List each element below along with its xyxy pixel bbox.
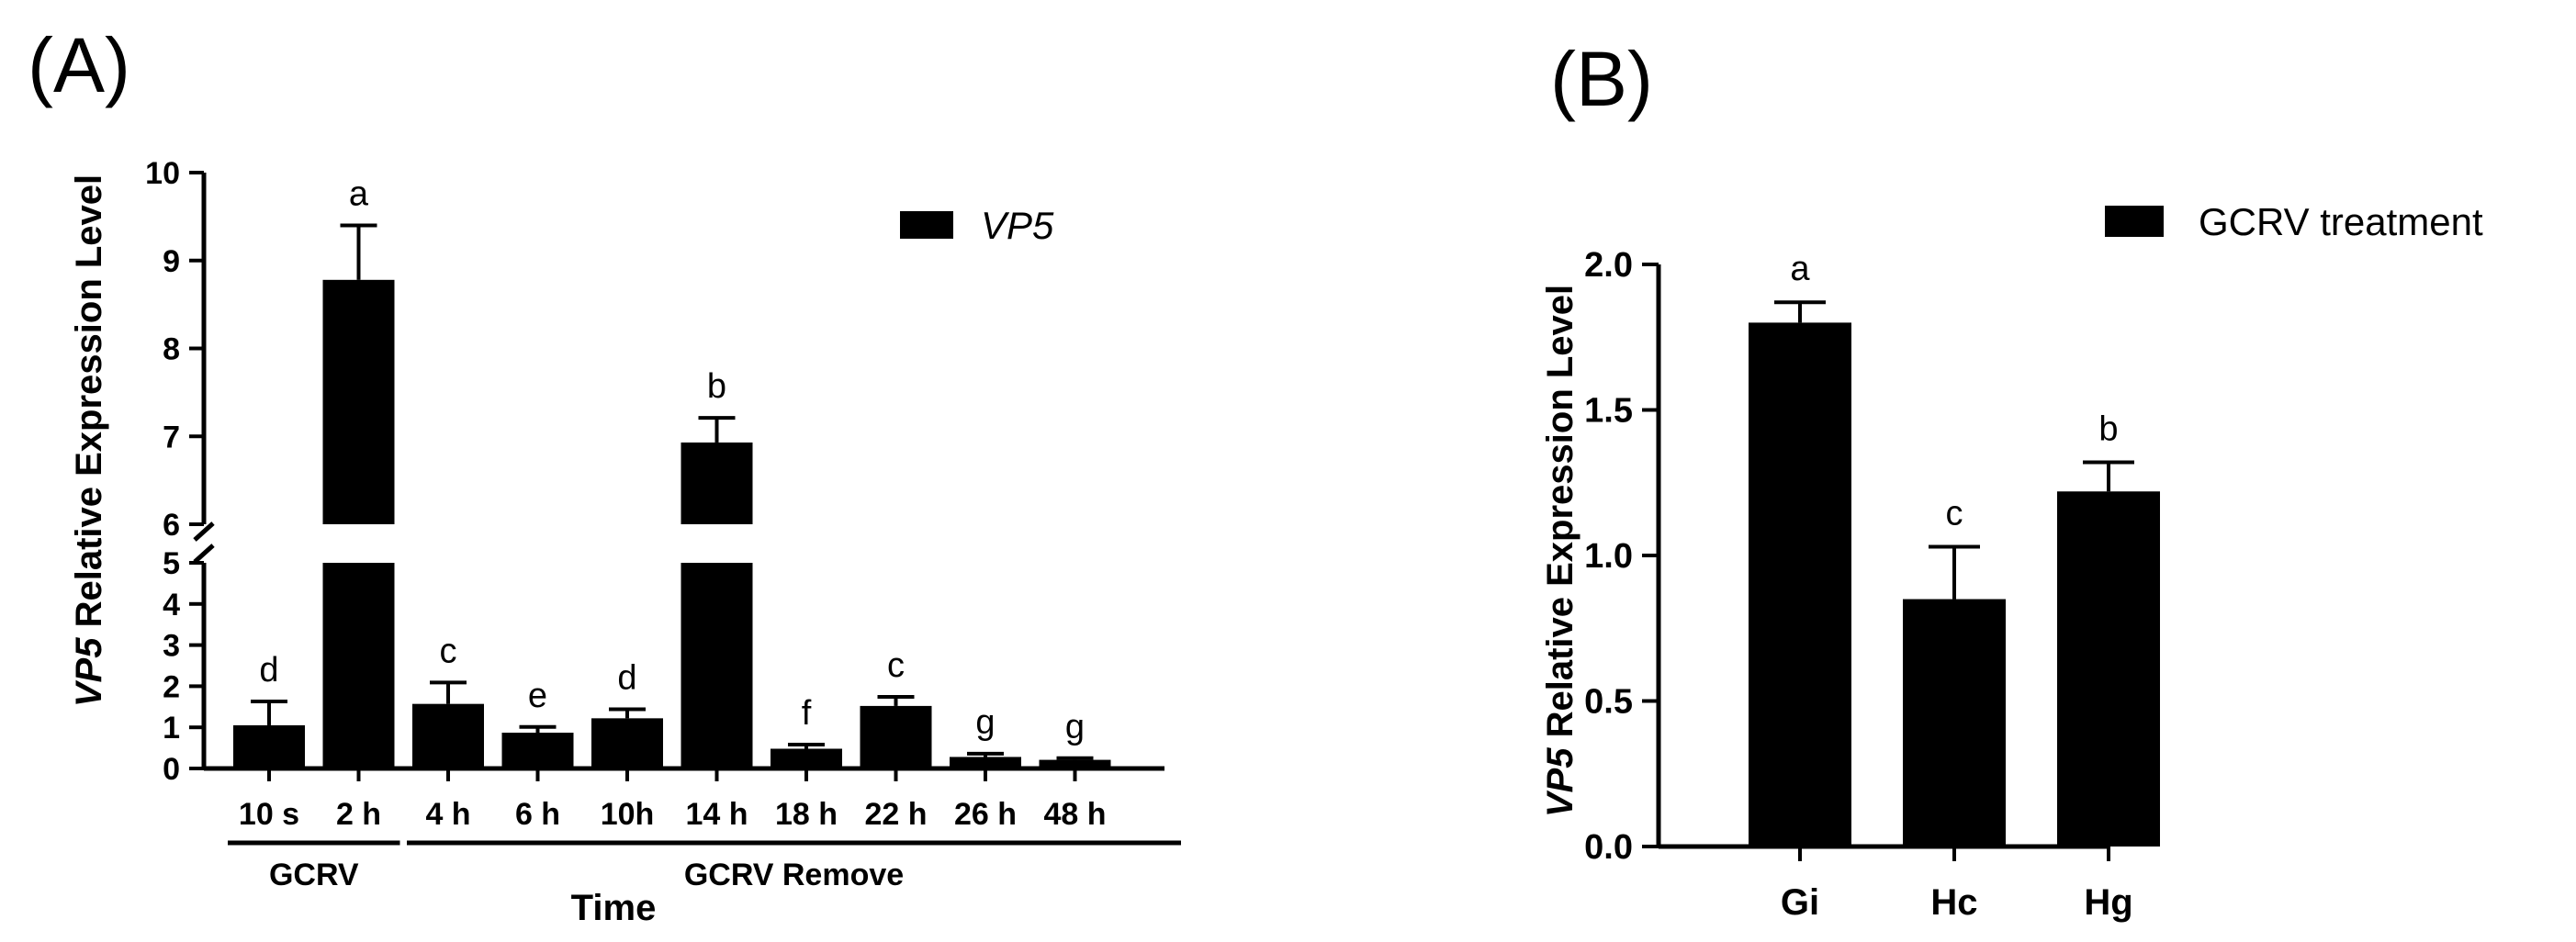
panel-b-significance-letter: a bbox=[1790, 250, 1810, 288]
panel-label-b: (B) bbox=[1550, 36, 1653, 122]
panel-b-bars: a c b bbox=[1749, 250, 2160, 847]
panel-b-x-tick-label: Hg bbox=[2084, 882, 2132, 923]
panel-a-y-tick-label: 5 bbox=[163, 546, 180, 581]
panel-a-y-tick-label: 8 bbox=[163, 332, 180, 367]
panel-a-bar-lower-segment bbox=[681, 563, 753, 768]
panel-a-significance-letter: f bbox=[802, 694, 812, 733]
panel-a-y-axis-title-gene: VP5 bbox=[69, 637, 109, 707]
panel-a-bar bbox=[1039, 759, 1111, 768]
panel-b-y-axis-title-gene: VP5 bbox=[1540, 747, 1580, 817]
panel-a-x-tick-label: 14 h bbox=[685, 797, 748, 832]
panel-b-legend-label: GCRV treatment bbox=[2199, 200, 2483, 243]
panel-a-x-tick-label: 10 s bbox=[239, 797, 299, 832]
panel-a-bar bbox=[950, 757, 1021, 768]
panel-a-y-axis-title: VP5 Relative Expression Level bbox=[69, 174, 109, 707]
panel-a-x-axis: 10 s 2 h 4 h 6 h 10h 14 h 18 h 22 h 26 h 48 h GCRV… bbox=[204, 766, 1181, 892]
panel-a-x-tick-label: 22 h bbox=[864, 797, 927, 832]
panel-b-significance-letter: c bbox=[1946, 494, 1963, 533]
panel-a-y-tick-label: 1 bbox=[163, 711, 180, 746]
panel-a-bar-lower-segment bbox=[322, 563, 395, 768]
panel-a-bar bbox=[501, 733, 574, 768]
panel-a-significance-letter: b bbox=[707, 367, 726, 406]
panel-a-bar bbox=[233, 724, 305, 768]
panel-a-x-tick-label: 18 h bbox=[775, 797, 838, 832]
panel-b-y-axis-title: VP5 Relative Expression Level bbox=[1540, 285, 1580, 817]
panel-b-y-tick-label: 1.0 bbox=[1584, 537, 1633, 576]
panel-a-legend-label: VP5 bbox=[981, 204, 1054, 247]
panel-a-y-axis-title-rest: Relative Expression Level bbox=[69, 174, 109, 638]
panel-a-y-tick-label: 3 bbox=[163, 629, 180, 664]
panel-a-significance-letter: c bbox=[440, 632, 457, 670]
panel-a-bar bbox=[860, 705, 932, 768]
panel-a-bar bbox=[412, 703, 484, 768]
panel-a-significance-letter: d bbox=[617, 658, 636, 697]
panel-a-y-tick-label: 4 bbox=[163, 588, 180, 622]
panel-b-y-tick-label: 0.5 bbox=[1584, 683, 1633, 722]
panel-a-x-tick-label: 2 h bbox=[336, 797, 381, 832]
panel-a-significance-letter: c bbox=[887, 646, 905, 685]
panel-a-x-tick-label: 26 h bbox=[954, 797, 1017, 832]
panel-b-legend-swatch bbox=[2105, 206, 2164, 237]
panel-b-bar bbox=[2057, 491, 2160, 847]
panel-a-y-tick-label: 2 bbox=[163, 669, 180, 704]
panel-a-x-tick-label: 48 h bbox=[1043, 797, 1106, 832]
panel-a-significance-letter: a bbox=[349, 174, 369, 213]
panel-b-bar bbox=[1749, 322, 1851, 847]
panel-b-chart: (B) 0.0 0.5 1.0 1.5 2.0 a c b Gi Hc Hg VP5 Relat… bbox=[1540, 36, 2483, 923]
panel-a-significance-letter: g bbox=[1065, 708, 1085, 746]
panel-a-bar bbox=[771, 748, 842, 768]
panel-a-significance-letter: d bbox=[259, 651, 278, 690]
panel-a-axis-break-mark-upper bbox=[193, 521, 215, 542]
panel-a-x-tick-label: 6 h bbox=[515, 797, 560, 832]
panel-a-group-label: GCRV bbox=[269, 858, 359, 892]
panel-a-bar bbox=[591, 718, 663, 768]
panel-a-bar bbox=[681, 442, 753, 524]
panel-b-x-tick-label: Hc bbox=[1930, 882, 1977, 923]
panel-a-x-tick-label: 10h bbox=[601, 797, 655, 832]
panel-b-x-axis: Gi Hc Hg bbox=[1659, 844, 2133, 923]
panel-b-bar bbox=[1903, 599, 2006, 847]
panel-a-chart: (A) 0 1 2 3 4 56 7 8 9 10 d a c e d b f c g g 10 s 2 h 4 h 6 … bbox=[28, 22, 1181, 928]
panel-b-y-tick-label: 1.5 bbox=[1584, 392, 1633, 431]
panel-a-significance-letter: g bbox=[975, 703, 995, 742]
panel-label-a: (A) bbox=[28, 22, 130, 108]
panel-a-y-tick-label: 10 bbox=[145, 156, 180, 191]
panel-a-y-tick-label: 6 bbox=[163, 508, 180, 543]
panel-a-y-tick-label: 7 bbox=[163, 420, 180, 454]
panel-a-significance-letter: e bbox=[528, 677, 547, 715]
panel-a-legend-swatch bbox=[900, 211, 953, 239]
panel-a-x-axis-title: Time bbox=[571, 888, 657, 928]
panel-b-significance-letter: b bbox=[2098, 410, 2118, 449]
panel-b-x-tick-label: Gi bbox=[1781, 882, 1819, 923]
panel-a-y-tick-label: 0 bbox=[163, 752, 180, 787]
panel-b-y-tick-label: 2.0 bbox=[1584, 246, 1633, 285]
panel-b-y-axis-title-rest: Relative Expression Level bbox=[1540, 285, 1580, 748]
panel-a-bar bbox=[322, 279, 395, 524]
panel-a-y-axis: 0 1 2 3 4 56 7 8 9 10 bbox=[145, 156, 215, 787]
panel-a-group-label: GCRV Remove bbox=[684, 858, 904, 892]
panel-a-bars: d a c e d b f c g g bbox=[233, 174, 1111, 768]
panel-a-x-tick-label: 4 h bbox=[425, 797, 470, 832]
panel-b-y-tick-label: 0.0 bbox=[1584, 828, 1633, 867]
panel-a-y-tick-label: 9 bbox=[163, 244, 180, 279]
panel-a-axis-break-mark-lower bbox=[193, 544, 215, 564]
panel-b-y-axis: 0.0 0.5 1.0 1.5 2.0 bbox=[1584, 246, 1661, 867]
